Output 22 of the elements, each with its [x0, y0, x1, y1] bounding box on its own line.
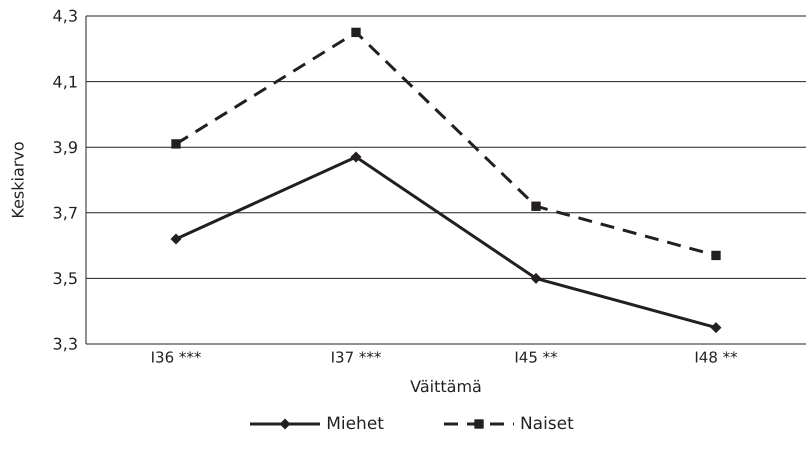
x-axis-title: Väittämä: [410, 377, 482, 396]
y-tick-label: 3,5: [52, 269, 78, 288]
legend-label: Naiset: [520, 414, 574, 434]
x-tick-label: I37 ***: [330, 348, 382, 367]
point: [350, 152, 362, 163]
point: [530, 272, 542, 284]
y-axis-title: Keskiarvo: [8, 141, 28, 219]
point: [171, 139, 181, 149]
x-tick-label: I48 **: [694, 348, 738, 367]
x-tick-label: I45 **: [514, 348, 558, 367]
point: [351, 28, 361, 38]
point: [710, 322, 722, 334]
y-tick-label: 3,9: [52, 138, 78, 157]
point: [711, 250, 721, 260]
point: [531, 202, 541, 211]
y-tick-label: 4,1: [52, 72, 78, 92]
legend-label: Miehet: [326, 414, 384, 434]
y-tick-label: 3,3: [52, 334, 78, 354]
x-tick-label: I36 ***: [150, 348, 202, 367]
point: [170, 234, 182, 245]
y-tick-label: 3,7: [52, 203, 78, 222]
y-tick-label: 4,3: [52, 6, 78, 26]
